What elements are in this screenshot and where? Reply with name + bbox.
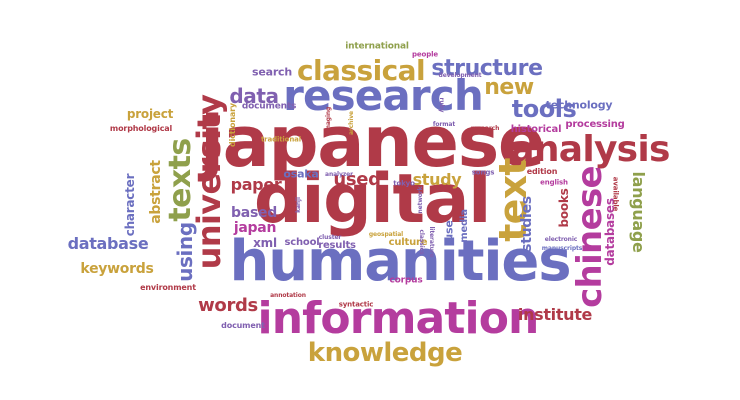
word: corpus <box>389 275 423 286</box>
word: morphological <box>109 124 173 133</box>
word: books <box>557 188 571 228</box>
word: geospatial <box>368 231 404 238</box>
word: media <box>459 209 470 243</box>
word: english <box>540 178 568 187</box>
word: use <box>442 220 456 242</box>
word: tools <box>511 95 577 123</box>
word: research <box>283 71 484 120</box>
word: abstract <box>148 160 164 224</box>
word: data <box>229 84 279 108</box>
word: technology <box>545 98 613 112</box>
word: xml <box>253 236 277 250</box>
word: humanities <box>229 229 571 294</box>
word: project <box>126 107 174 121</box>
word: document <box>221 321 265 330</box>
word: edition <box>526 167 558 176</box>
word: digital <box>253 160 492 239</box>
word: literature <box>428 226 435 258</box>
word: based <box>231 205 277 221</box>
word: results <box>318 240 356 251</box>
word: studies <box>519 196 535 252</box>
word: culture <box>388 237 428 248</box>
word: available <box>611 176 620 212</box>
word: language <box>629 171 648 253</box>
word: cluster <box>318 234 342 241</box>
word: archive <box>348 110 355 136</box>
word: osaka <box>283 167 319 181</box>
word: dictionary <box>228 103 237 147</box>
word: database <box>67 234 149 253</box>
word: annotation <box>270 292 306 299</box>
word: kanji <box>295 197 302 213</box>
word: knowledge <box>307 338 463 368</box>
word: keywords <box>80 261 154 277</box>
word: japan <box>233 220 277 236</box>
word: study <box>412 170 462 189</box>
word: new <box>484 75 534 100</box>
word: chinese <box>570 166 610 308</box>
word: electronic <box>544 236 578 243</box>
word: documents <box>241 101 297 112</box>
word: institute <box>517 305 593 324</box>
word: character <box>123 173 137 237</box>
word: format <box>432 121 456 128</box>
word: imaging <box>325 106 332 134</box>
word: environment <box>140 283 196 292</box>
word: people <box>412 50 438 59</box>
word: paper <box>230 175 282 194</box>
word: international <box>345 41 409 52</box>
word: used <box>333 169 381 190</box>
word: analyzer <box>325 171 353 178</box>
word: historical <box>510 124 562 135</box>
word: analysis <box>510 129 670 170</box>
word: ruby <box>438 97 445 113</box>
word: traditional <box>260 135 302 144</box>
word: development <box>438 72 482 79</box>
word: texts <box>163 138 198 222</box>
word: manuscripts <box>541 245 583 252</box>
word: words <box>198 295 258 316</box>
word: japanese <box>200 101 545 183</box>
word: school <box>284 237 320 248</box>
word: using <box>173 222 197 282</box>
word: songs <box>471 168 495 177</box>
word: classics <box>418 229 425 255</box>
word: network <box>417 186 424 214</box>
word: processing <box>565 119 625 130</box>
word: tokyo <box>393 179 415 188</box>
word: classical <box>296 54 426 87</box>
word: syntactic <box>338 300 374 309</box>
word: search <box>252 65 292 79</box>
word: information <box>257 293 539 344</box>
word: structure <box>431 56 543 81</box>
word: research <box>470 125 500 132</box>
